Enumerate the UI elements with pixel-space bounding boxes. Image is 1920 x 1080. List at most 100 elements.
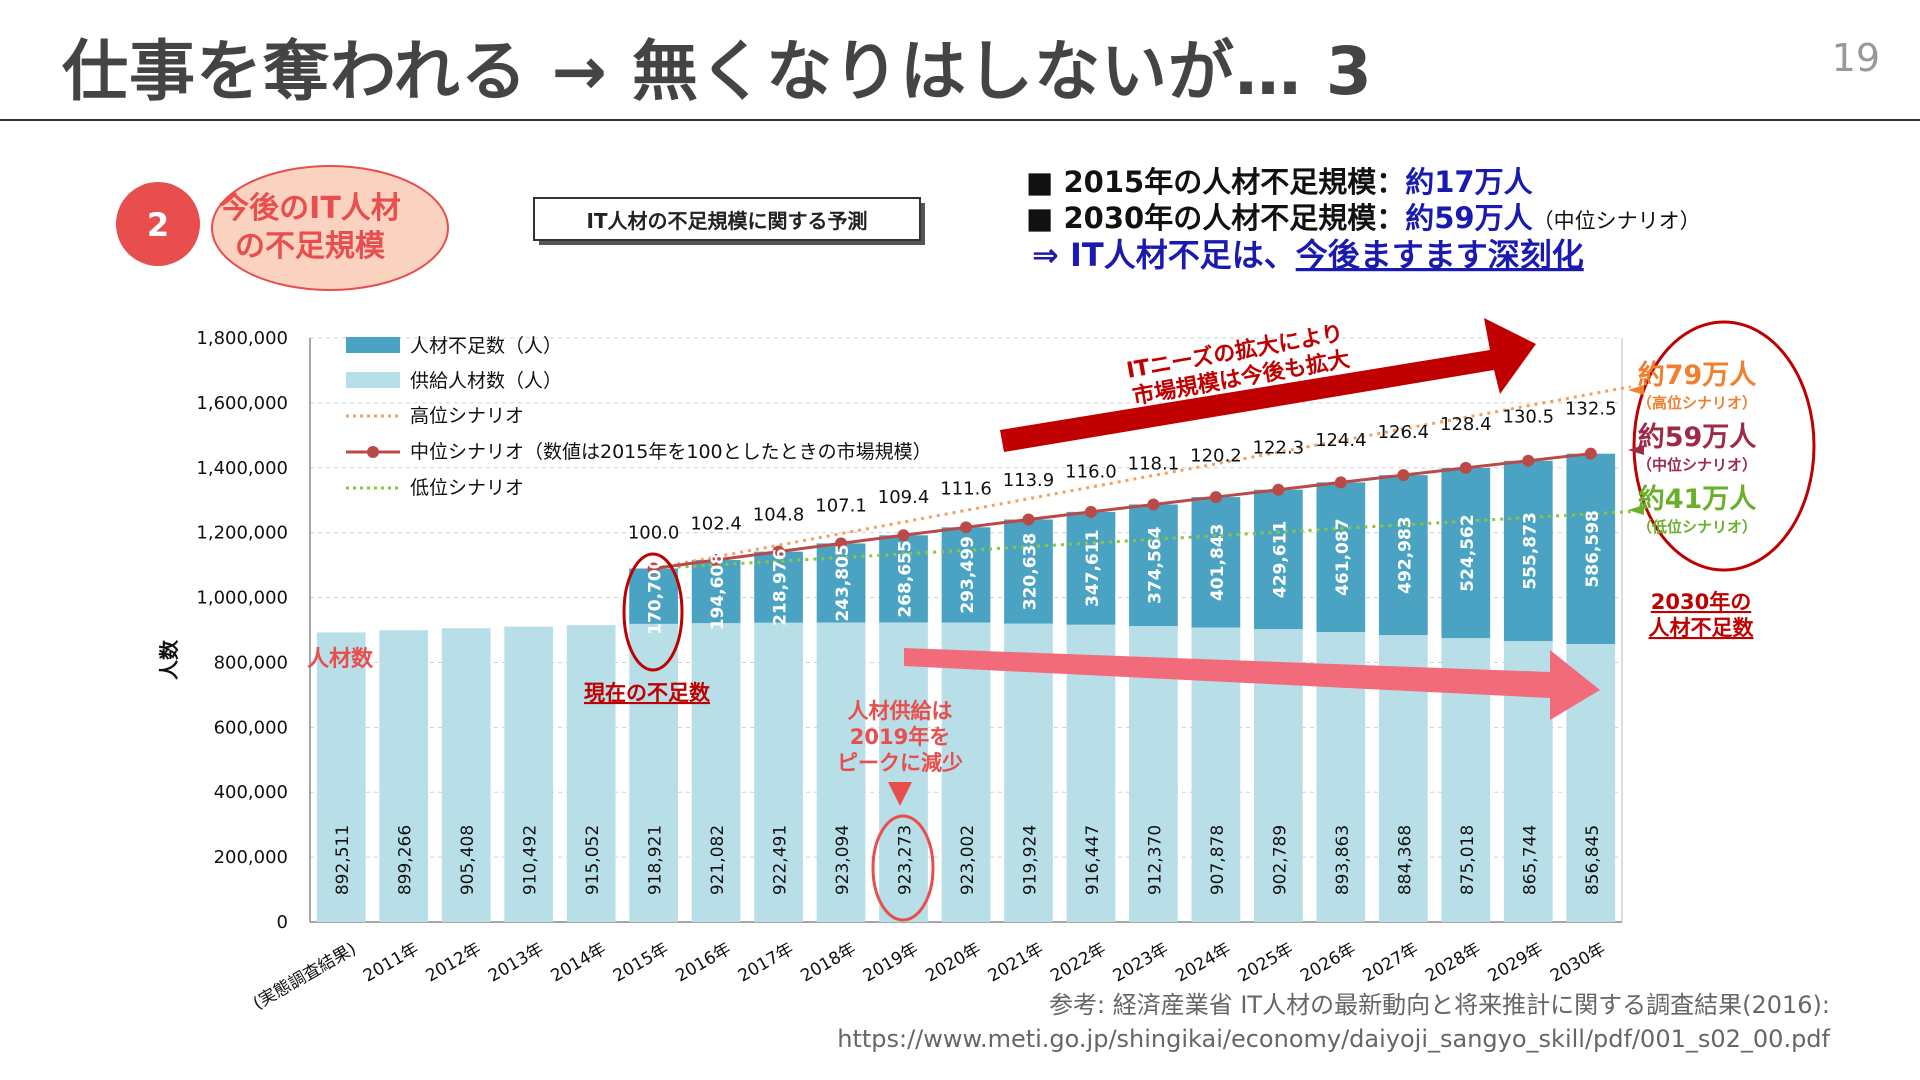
low-scenario-label: （低位シナリオ） xyxy=(1637,518,1757,536)
supply-value-label: 905,408 xyxy=(458,825,478,895)
legend-label-low: 低位シナリオ xyxy=(410,477,524,499)
mid-scenario-pointer xyxy=(1628,445,1644,455)
supply-bar xyxy=(691,623,741,922)
shortage-value-label: 243,805 xyxy=(833,544,853,621)
shortage-value-label: 401,843 xyxy=(1208,524,1228,601)
market-index-label: 126.4 xyxy=(1378,422,1430,443)
source-line1: 参考: 経済産業省 IT人材の最新動向と将来推計に関する調査結果(2016): xyxy=(1049,991,1830,1019)
x-tick-label: 2011年 xyxy=(360,939,422,986)
shortage-bar xyxy=(1066,511,1116,625)
badge-ellipse xyxy=(211,165,449,291)
mid-scenario-point xyxy=(1209,491,1222,504)
mid-scenario-point xyxy=(1084,505,1097,518)
summary-conclusion-emph: 今後ますます深刻化 xyxy=(1296,236,1584,274)
shortage-value-label: 170,700 xyxy=(646,557,666,635)
mid-scenario-point xyxy=(1147,498,1160,511)
supply-value-label: 916,447 xyxy=(1083,825,1103,895)
summary-line2-value: 約59万人 xyxy=(1405,201,1532,235)
scenario-lines xyxy=(647,385,1632,575)
supply-value-label: 856,845 xyxy=(1583,825,1603,895)
chart-legend: 人材不足数（人） 供給人材数（人） 高位シナリオ 中位シナリオ（数値は2015年… xyxy=(346,335,932,499)
summary-conclusion: ⇒ IT人材不足は、今後ますます深刻化 xyxy=(1032,236,1584,274)
x-tick-label: 2017年 xyxy=(735,939,797,986)
summary-line1-prefix: ■ 2015年の人材不足規模： xyxy=(1026,165,1405,199)
x-tick-label: 2029年 xyxy=(1485,939,1547,986)
page-number: 19 xyxy=(1831,36,1880,80)
current-shortage-circle xyxy=(622,552,684,672)
shortage-value-label: 586,598 xyxy=(1583,510,1603,587)
supply-bar xyxy=(629,623,678,922)
y-tick-label: 0 xyxy=(277,912,288,933)
supply-value-label: 923,094 xyxy=(833,825,853,895)
market-index-label: 130.5 xyxy=(1503,406,1555,427)
x-tick-label: 2022年 xyxy=(1047,939,1109,986)
shortage-value-label: 320,638 xyxy=(1020,533,1040,610)
high-scenario-line xyxy=(653,385,1632,570)
shortage-bar xyxy=(754,551,803,623)
shortage-bar xyxy=(629,568,678,624)
data-labels: 892,511 899,266 905,408 910,492 915,052 170,7… xyxy=(333,399,1616,895)
shortage-bar xyxy=(816,543,866,623)
supply-bar xyxy=(504,626,554,922)
supply-value-label: 899,266 xyxy=(396,825,416,895)
supply-value-label: 875,018 xyxy=(1458,825,1478,895)
x-tick-label: (実態調査結果) xyxy=(250,939,360,1014)
shortage-value-label: 347,611 xyxy=(1083,530,1103,607)
supply-peak-line2: 2019年を xyxy=(850,725,950,749)
shortage-2030-circle xyxy=(1632,320,1816,572)
y-axis-label: 人数 xyxy=(157,639,181,680)
x-tick-label: 2021年 xyxy=(985,939,1047,986)
market-index-label: 113.9 xyxy=(1003,470,1055,491)
market-index-label: 132.5 xyxy=(1565,399,1617,420)
supply-value-label: 923,273 xyxy=(896,825,916,895)
shortage-bar xyxy=(1441,467,1491,639)
x-tick-label: 2016年 xyxy=(672,939,734,986)
x-tick-label: 2030年 xyxy=(1547,939,1609,986)
x-tick-label: 2015年 xyxy=(610,939,672,986)
x-tick-label: 2027年 xyxy=(1360,939,1422,986)
low-scenario-pointer xyxy=(1628,505,1644,515)
x-tick-label: 2026年 xyxy=(1297,939,1359,986)
mid-scenario-point xyxy=(647,562,660,575)
market-index-label: 124.4 xyxy=(1315,430,1367,451)
badge-label-line2: の不足規模 xyxy=(235,229,385,264)
shortage-value-label: 461,087 xyxy=(1333,518,1353,595)
market-index-label: 116.0 xyxy=(1065,462,1117,483)
supply-bar xyxy=(754,622,803,922)
chart-box-title: IT人材の不足規模に関する予測 xyxy=(533,197,925,245)
legend-label-supply: 供給人材数（人） xyxy=(410,370,562,392)
low-scenario-line xyxy=(653,510,1631,570)
shortage-value-label: 293,499 xyxy=(958,536,978,613)
supply-value-label: 893,863 xyxy=(1333,825,1353,895)
y-tick-label: 200,000 xyxy=(214,847,288,868)
supply-value-label: 918,921 xyxy=(646,825,666,895)
source-note: 参考: 経済産業省 IT人材の最新動向と将来推計に関する調査結果(2016): … xyxy=(837,988,1830,1056)
supply-bar xyxy=(816,622,866,922)
mid-scenario-point xyxy=(960,521,972,534)
shortage-bar xyxy=(1254,489,1303,630)
supply-bar xyxy=(379,630,429,922)
chart-box-title-frame xyxy=(533,197,921,241)
supply-value-label: 902,789 xyxy=(1270,825,1290,895)
badge-number-circle xyxy=(116,182,200,266)
summary-line1: ■ 2015年の人材不足規模：約17万人 xyxy=(1026,165,1533,199)
legend-label-shortage: 人材不足数（人） xyxy=(410,335,562,357)
y-tick-label: 1,800,000 xyxy=(196,328,288,349)
x-tick-label: 2024年 xyxy=(1172,939,1234,986)
supply-bar xyxy=(566,625,616,922)
mid-scenario-point xyxy=(1584,447,1597,460)
supply-peak-pointer xyxy=(888,782,912,806)
mid-scenario-point xyxy=(1397,469,1410,482)
market-index-label: 120.2 xyxy=(1190,446,1242,467)
supply-value-label: 910,492 xyxy=(521,825,541,895)
low-scenario-value: 約41万人 xyxy=(1638,483,1757,515)
shortage-value-label: 492,983 xyxy=(1395,516,1415,593)
market-index-label: 107.1 xyxy=(815,496,867,517)
badge-label-line1: 今後のIT人材 xyxy=(219,191,401,226)
supply-value-label: 865,744 xyxy=(1520,825,1540,895)
supply-bar xyxy=(441,628,491,922)
x-tick-label: 2019年 xyxy=(860,939,922,986)
badge-number: 2 xyxy=(147,206,169,244)
x-tick-label: 2020年 xyxy=(922,939,984,986)
shortage-value-label: 524,562 xyxy=(1458,514,1478,591)
